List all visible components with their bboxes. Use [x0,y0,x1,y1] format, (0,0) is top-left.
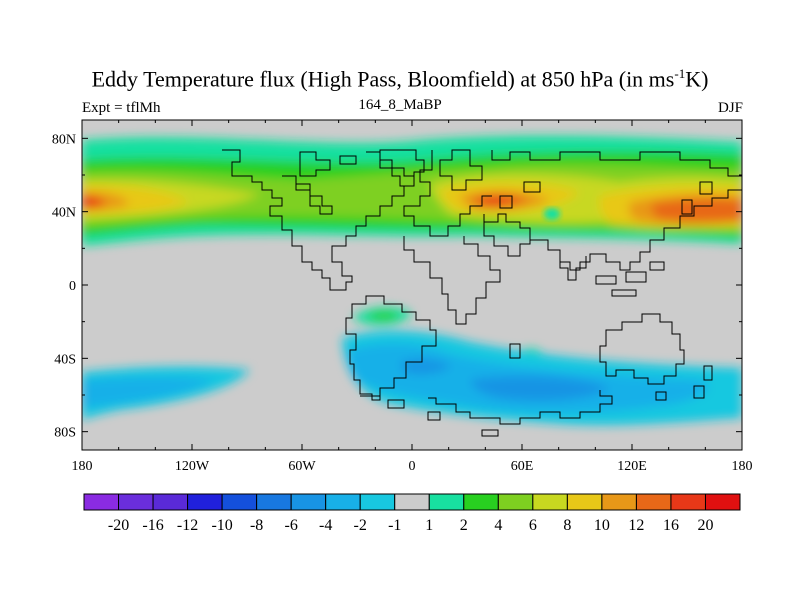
colorbar-box [670,493,706,511]
x-tick-label: 180 [72,459,93,474]
colorbar-label: -12 [177,517,198,534]
x-tick-label: 120E [617,459,647,474]
colorbar: -20 -16 -12 -10 -8 -6 -4 -2 -1 1 2 4 6 8 10 12 16 20 [83,493,741,534]
colorbar-label: 4 [494,517,502,534]
colorbar-box [532,493,568,511]
colorbar-box [83,493,120,511]
coast-madagascar [509,343,521,359]
x-axis: 180 120W 60W 0 60E 120E 180 [72,120,753,474]
y-tick-label: 80N [52,132,76,147]
colorbar-box [221,493,258,511]
y-tick-label: 40N [52,206,76,221]
colorbar-box [428,493,465,511]
field-spot [544,208,560,220]
coast-falklands [360,395,405,409]
colorbar-label: 2 [460,517,468,534]
colorbar-box [497,493,534,511]
chart-title: Eddy Temperature flux (High Pass, Bloomf… [91,66,709,92]
coast-antarctic-island [427,411,499,437]
colorbar-box [118,493,154,511]
map-field [82,120,742,450]
coast-japan [681,181,713,215]
y-tick-label: 40S [54,352,76,367]
colorbar-label: -4 [319,517,332,534]
colorbar-label: -6 [284,517,297,534]
coast-indonesia [595,261,665,297]
x-tick-label: 0 [409,459,416,474]
coast-antarctic-peninsula [428,390,613,425]
colorbar-box [704,493,741,511]
coast-south-america [345,295,437,401]
coast-europe [403,150,492,237]
colorbar-box [635,493,672,511]
coast-north-america [222,149,415,291]
coast-africa [403,236,501,325]
colorbar-box [290,493,327,511]
x-tick-label: 60E [511,459,534,474]
colorbar-label: 8 [563,517,571,534]
colorbar-label: 10 [594,517,610,534]
y-tick-label: 80S [54,426,76,441]
colorbar-box [463,493,499,511]
colorbar-box [152,493,189,511]
colorbar-box [566,493,603,511]
colorbar-label: -1 [388,517,401,534]
coast-australia [599,313,685,385]
coast-arctic-islands [299,151,357,177]
colorbar-box [359,493,396,511]
colorbar-label: -10 [211,517,232,534]
colorbar-label: -8 [250,517,263,534]
coast-india [559,250,587,281]
colorbar-label: 6 [529,517,537,534]
coast-arabia [483,222,531,257]
coast-hudson [282,175,333,215]
coast-new-zealand [693,365,713,399]
colorbar-label: 16 [663,517,679,534]
colorbar-label: 20 [697,517,713,534]
nh-band-gold [82,182,742,228]
y-tick-label: 0 [69,279,76,294]
run-label: 164_8_MaBP [358,97,442,113]
nh-band-orange [82,191,742,225]
sh-band-blue [400,359,610,401]
coast-scandinavia [439,149,483,191]
y-axis: 80N 40N 0 40S 80S [52,132,742,441]
coast-greenland [379,149,425,187]
colorbar-label: -16 [142,517,163,534]
colorbar-box [256,493,292,511]
experiment-label: Expt = tflMh [82,100,161,116]
nh-band-dark-orange [470,194,742,222]
x-tick-label: 120W [175,459,210,474]
colorbar-label: -2 [354,517,367,534]
x-tick-label: 60W [288,459,316,474]
colorbar-box [394,493,430,511]
colorbar-label: -20 [108,517,129,534]
season-label: DJF [717,100,743,116]
colorbar-box [601,493,637,511]
coast-asia [483,150,742,271]
nh-band-yellow [82,174,742,229]
tropical-patch-green [366,311,400,321]
coast-tasmania [655,391,667,401]
colorbar-box [325,493,361,511]
colorbar-label: 12 [628,517,644,534]
coast-caspian [499,181,541,209]
coastlines [222,149,742,437]
colorbar-label: 1 [425,517,433,534]
x-tick-label: 180 [732,459,753,474]
colorbar-box [187,493,223,511]
